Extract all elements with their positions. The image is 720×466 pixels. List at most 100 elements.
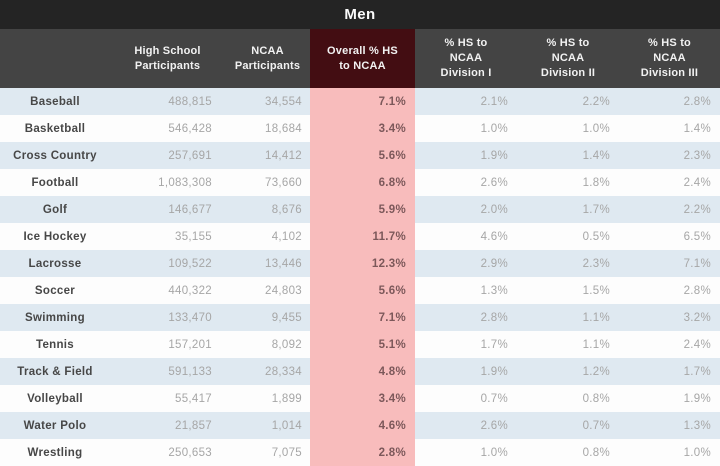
sport-name-cell: Soccer	[34, 284, 76, 297]
division3-pct-cell: 7.1%	[683, 257, 711, 270]
table-row: Lacrosse 109,522 13,446 12.3% 2.9% 2.3% 7.1%	[0, 250, 720, 277]
col-header-hs-participants: High School Participants	[134, 44, 201, 72]
sport-name-cell: Ice Hockey	[23, 230, 87, 243]
table-title: Men	[344, 6, 376, 23]
division2-pct-cell: 2.3%	[582, 257, 610, 270]
ncaa-participants-cell: 8,676	[271, 203, 302, 216]
sport-name-cell: Basketball	[24, 122, 86, 135]
sport-name-cell: Wrestling	[27, 446, 83, 459]
division3-pct-cell: 1.7%	[683, 365, 711, 378]
division1-pct-cell: 2.8%	[480, 311, 508, 324]
division2-pct-cell: 1.2%	[582, 365, 610, 378]
table-row: Golf 146,677 8,676 5.9% 2.0% 1.7% 2.2%	[0, 196, 720, 223]
ncaa-participants-cell: 18,684	[265, 122, 302, 135]
hs-participants-cell: 146,677	[168, 203, 212, 216]
division1-pct-cell: 1.9%	[480, 365, 508, 378]
division3-pct-cell: 2.2%	[683, 203, 711, 216]
hs-participants-cell: 257,691	[168, 149, 212, 162]
division2-pct-cell: 0.7%	[582, 419, 610, 432]
hs-participants-cell: 21,857	[175, 419, 212, 432]
col-header-division2-pct: % HS to NCAA Division II	[540, 37, 596, 79]
division1-pct-cell: 1.7%	[480, 338, 508, 351]
table-row: Swimming 133,470 9,455 7.1% 2.8% 1.1% 3.2%	[0, 304, 720, 331]
hs-participants-cell: 488,815	[168, 95, 212, 108]
ncaa-participants-cell: 7,075	[271, 446, 302, 459]
overall-pct-cell: 5.9%	[310, 196, 415, 223]
sport-name-cell: Football	[31, 176, 79, 189]
sport-name-cell: Cross Country	[13, 149, 97, 162]
table-row: Tennis 157,201 8,092 5.1% 1.7% 1.1% 2.4%	[0, 331, 720, 358]
col-header-division1-pct: % HS to NCAA Division I	[440, 37, 492, 79]
division1-pct-cell: 2.6%	[480, 419, 508, 432]
overall-pct-cell: 5.6%	[310, 142, 415, 169]
division2-pct-cell: 1.1%	[582, 311, 610, 324]
sport-name-cell: Golf	[42, 203, 68, 216]
division2-pct-cell: 0.5%	[582, 230, 610, 243]
overall-pct-cell: 4.8%	[310, 358, 415, 385]
hs-participants-cell: 35,155	[175, 230, 212, 243]
division2-pct-cell: 1.8%	[582, 176, 610, 189]
division1-pct-cell: 2.1%	[480, 95, 508, 108]
overall-pct-cell: 12.3%	[310, 250, 415, 277]
division1-pct-cell: 2.0%	[480, 203, 508, 216]
ncaa-participants-cell: 8,092	[271, 338, 302, 351]
overall-pct-cell: 4.6%	[310, 412, 415, 439]
ncaa-participants-cell: 28,334	[265, 365, 302, 378]
division2-pct-cell: 0.8%	[582, 392, 610, 405]
division3-pct-cell: 6.5%	[683, 230, 711, 243]
sport-name-cell: Lacrosse	[28, 257, 82, 270]
header-row: High School Participants NCAA Participan…	[0, 29, 720, 88]
overall-pct-cell: 11.7%	[310, 223, 415, 250]
division1-pct-cell: 1.9%	[480, 149, 508, 162]
table-title-bar: Men	[0, 0, 720, 29]
division1-pct-cell: 4.6%	[480, 230, 508, 243]
division3-pct-cell: 1.4%	[683, 122, 711, 135]
sport-name-cell: Tennis	[35, 338, 74, 351]
col-header-ncaa-participants: NCAA Participants	[234, 44, 301, 72]
ncaa-participants-cell: 14,412	[265, 149, 302, 162]
table-row: Basketball 546,428 18,684 3.4% 1.0% 1.0% 1.4%	[0, 115, 720, 142]
division2-pct-cell: 1.5%	[582, 284, 610, 297]
division1-pct-cell: 2.6%	[480, 176, 508, 189]
division2-pct-cell: 1.1%	[582, 338, 610, 351]
col-header-sport	[0, 29, 110, 88]
division3-pct-cell: 2.8%	[683, 95, 711, 108]
division1-pct-cell: 2.9%	[480, 257, 508, 270]
hs-participants-cell: 157,201	[168, 338, 212, 351]
sport-name-cell: Volleyball	[27, 392, 83, 405]
ncaa-participants-cell: 34,554	[265, 95, 302, 108]
division3-pct-cell: 1.9%	[683, 392, 711, 405]
division3-pct-cell: 1.3%	[683, 419, 711, 432]
division1-pct-cell: 1.3%	[480, 284, 508, 297]
table-row: Track & Field 591,133 28,334 4.8% 1.9% 1.2% 1.…	[0, 358, 720, 385]
sport-name-cell: Baseball	[30, 95, 80, 108]
ncaa-participants-cell: 1,899	[271, 392, 302, 405]
table-row: Football 1,083,308 73,660 6.8% 2.6% 1.8% 2.4%	[0, 169, 720, 196]
table-row: Water Polo 21,857 1,014 4.6% 2.6% 0.7% 1.3%	[0, 412, 720, 439]
division2-pct-cell: 0.8%	[582, 446, 610, 459]
sport-name-cell: Water Polo	[23, 419, 87, 432]
division3-pct-cell: 2.4%	[683, 338, 711, 351]
sport-name-cell: Swimming	[25, 311, 85, 324]
division2-pct-cell: 2.2%	[582, 95, 610, 108]
division1-pct-cell: 0.7%	[480, 392, 508, 405]
overall-pct-cell: 3.4%	[310, 385, 415, 412]
division2-pct-cell: 1.4%	[582, 149, 610, 162]
table-row: Cross Country 257,691 14,412 5.6% 1.9% 1.4% 2.…	[0, 142, 720, 169]
division3-pct-cell: 1.0%	[683, 446, 711, 459]
division3-pct-cell: 2.4%	[683, 176, 711, 189]
division3-pct-cell: 3.2%	[683, 311, 711, 324]
overall-pct-cell: 7.1%	[310, 88, 415, 115]
ncaa-participants-cell: 1,014	[271, 419, 302, 432]
table-row: Ice Hockey 35,155 4,102 11.7% 4.6% 0.5% 6.5%	[0, 223, 720, 250]
hs-participants-cell: 546,428	[168, 122, 212, 135]
hs-participants-cell: 109,522	[168, 257, 212, 270]
division1-pct-cell: 1.0%	[480, 446, 508, 459]
overall-pct-cell: 5.6%	[310, 277, 415, 304]
sport-name-cell: Track & Field	[17, 365, 93, 378]
stats-table: High School Participants NCAA Participan…	[0, 29, 720, 466]
ncaa-participants-cell: 4,102	[271, 230, 302, 243]
ncaa-participants-cell: 13,446	[265, 257, 302, 270]
division1-pct-cell: 1.0%	[480, 122, 508, 135]
